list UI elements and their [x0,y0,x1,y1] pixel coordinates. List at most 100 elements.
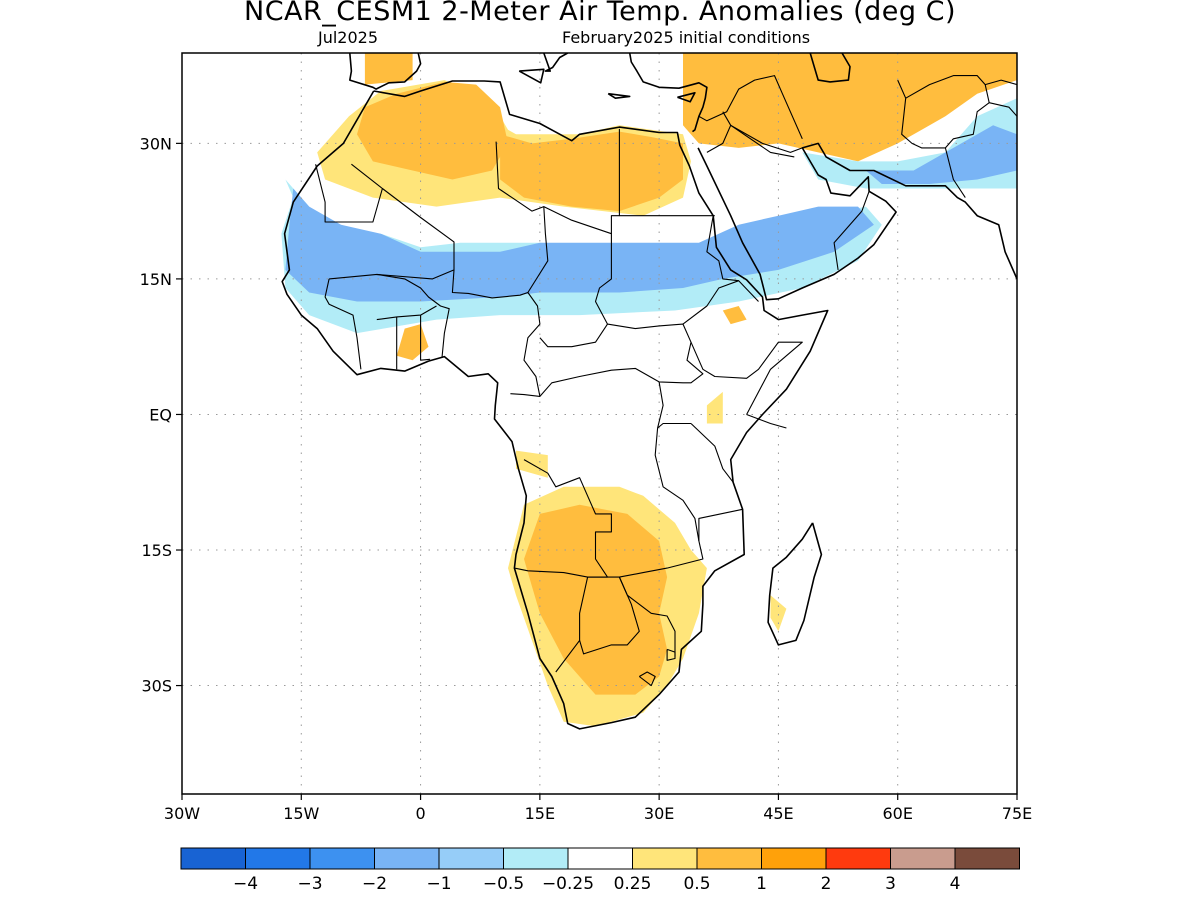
initial-conditions-label: February2025 initial conditions [562,28,811,47]
country-border [730,124,803,153]
country-border [690,423,734,483]
country-border [523,206,549,397]
colorbar-label: 3 [885,874,896,894]
country-border [514,567,588,578]
anomaly-region-madagascar-warm [770,595,787,632]
colorbar-swatch [567,847,633,870]
country-border [897,79,966,198]
colorbar-swatch [696,847,762,870]
country-border [706,111,732,153]
lat-tick-label: 30N [140,134,172,153]
anomaly-region-arabia-orange [683,53,1017,162]
colorbar-swatch [632,847,698,870]
coastline-cyprus [677,92,696,103]
colorbar-label: 0.5 [683,874,710,894]
country-border [315,163,383,223]
lon-tick-label: 45E [763,804,793,823]
lon-tick-label: 30W [164,804,200,823]
country-border [324,278,362,370]
colorbar-label: −0.25 [542,874,594,894]
anomaly-region-sahel-blue [285,188,874,302]
country-border [376,305,437,321]
country-border [698,75,803,140]
anomaly-region-ethiopia-warm [722,306,747,325]
chart-title: NCAR_CESM1 2-Meter Air Temp. Anomalies (… [244,0,956,27]
country-border [376,273,450,358]
anomaly-region-sahara-orange-east [500,131,683,212]
valid-month-label: Jul2025 [318,28,379,47]
coastline-arabia [697,142,1017,301]
anomaly-region-south-orange [524,504,668,695]
country-border [657,422,691,429]
colorbar-label: 4 [950,874,961,894]
country-border [451,269,529,299]
anomaly-region-east-africa-warm [706,391,723,424]
anomaly-region-guinea-warm [396,324,429,361]
lat-tick-label: 15N [140,270,172,289]
anomaly-fill-layer [281,53,1017,727]
anomaly-region-sahara-orange-west [357,81,508,180]
country-border [698,508,743,541]
coastline-sicily [518,68,545,84]
lon-tick-label: 75E [1002,804,1032,823]
country-border [539,323,608,348]
country-border [905,75,990,149]
gridlines [182,53,1017,794]
colorbar-swatch [890,847,956,870]
coastline-europe-italy [543,53,569,72]
lat-tick-label: EQ [149,405,172,424]
colorbar-swatch [374,847,440,870]
coastline-europe-iberia [348,53,422,90]
colorbar-label: 2 [821,874,832,894]
coastline-caspian [809,53,851,83]
anomaly-region-arabia-blue [865,125,1017,184]
colorbar-label: −1 [426,874,451,894]
map-frame [181,52,1018,795]
colorbar-label: 1 [756,874,767,894]
coastline-sri-lanka [1049,333,1057,342]
country-border [746,413,787,429]
colorbar-swatch [180,847,246,870]
country-border [690,341,803,415]
lon-tick-label: 15W [283,804,319,823]
colorbar-swatch [503,847,569,870]
country-border [730,124,795,158]
country-border [523,459,612,578]
lon-tick-label: 60E [882,804,912,823]
colorbar-swatch [954,847,1020,870]
coastline-crete [607,92,631,99]
colorbar-label: −0.5 [483,874,524,894]
axis-ticks: 30N 15N EQ 15S 30S 30W 15W 0 15E 30E 45E 60E 75E [140,134,1033,823]
country-border [579,576,640,655]
lat-tick-label: 30S [141,677,172,696]
colorbar-swatch [761,847,827,870]
colorbar-swatch [825,847,891,870]
lon-tick-label: 30E [644,804,674,823]
country-border [682,280,739,325]
country-border [495,128,620,235]
colorbar-label: −3 [297,874,322,894]
coastline-africa [281,80,829,730]
country-border [555,381,704,673]
country-border [420,315,431,361]
colorbar-label: −4 [233,874,258,894]
colorbar-label: −2 [362,874,387,894]
country-border [989,102,1017,117]
lon-tick-label: 15E [525,804,555,823]
country-border [638,671,656,687]
country-border [510,233,704,397]
coastline-madagascar [767,522,823,646]
colorbar-swatch [309,847,375,870]
country-border [985,79,1017,86]
country-border [706,215,759,302]
coastlines-and-borders [281,53,1057,730]
anomaly-region-iberia [364,53,413,85]
country-border [833,191,870,270]
colorbar-label: 0.25 [614,874,652,894]
colorbar-legend: −4 −3 −2 −1 −0.5 −0.25 0.25 0.5 1 2 3 4 [180,847,1020,894]
colorbar-swatch [438,847,504,870]
lon-tick-label: 0 [415,804,425,823]
country-border [666,648,676,661]
colorbar-swatch [245,847,311,870]
